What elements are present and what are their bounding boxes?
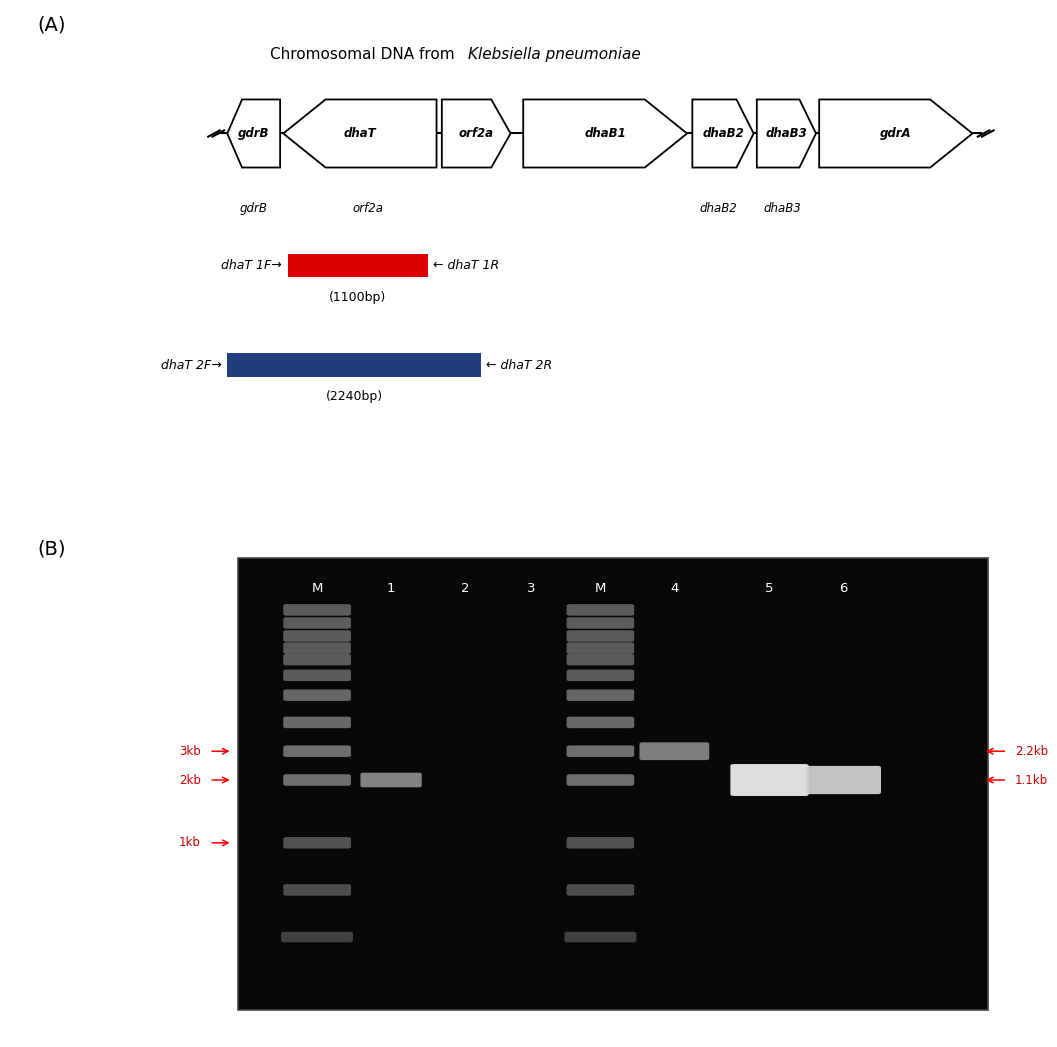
- Text: 1kb: 1kb: [179, 837, 201, 849]
- Text: 2: 2: [461, 582, 469, 596]
- FancyBboxPatch shape: [567, 604, 634, 616]
- FancyBboxPatch shape: [283, 617, 351, 628]
- FancyBboxPatch shape: [567, 716, 634, 729]
- FancyBboxPatch shape: [567, 653, 634, 666]
- FancyBboxPatch shape: [567, 617, 634, 628]
- Polygon shape: [227, 99, 280, 168]
- Text: 1: 1: [387, 582, 395, 596]
- FancyBboxPatch shape: [283, 716, 351, 729]
- Text: dhaB3: dhaB3: [763, 201, 801, 215]
- FancyBboxPatch shape: [283, 884, 351, 896]
- Text: dhaT 2F→: dhaT 2F→: [162, 359, 222, 372]
- Polygon shape: [757, 99, 816, 168]
- Polygon shape: [283, 99, 437, 168]
- FancyBboxPatch shape: [567, 690, 634, 701]
- FancyBboxPatch shape: [806, 766, 882, 795]
- FancyBboxPatch shape: [281, 932, 353, 942]
- Text: gdrB: gdrB: [240, 201, 267, 215]
- Text: 3kb: 3kb: [179, 744, 201, 758]
- Text: M: M: [595, 582, 606, 596]
- FancyBboxPatch shape: [567, 775, 634, 785]
- Text: dhaT 1F→: dhaT 1F→: [222, 260, 282, 272]
- Polygon shape: [692, 99, 754, 168]
- FancyBboxPatch shape: [283, 745, 351, 757]
- FancyBboxPatch shape: [360, 773, 422, 787]
- FancyBboxPatch shape: [283, 642, 351, 653]
- Text: (2240bp): (2240bp): [326, 389, 383, 403]
- FancyBboxPatch shape: [567, 630, 634, 642]
- FancyBboxPatch shape: [283, 838, 351, 848]
- Text: 3: 3: [527, 582, 536, 596]
- Text: Klebsiella pneumoniae: Klebsiella pneumoniae: [468, 47, 641, 63]
- Text: dhaB3: dhaB3: [765, 127, 808, 140]
- Text: 5: 5: [765, 582, 774, 596]
- FancyBboxPatch shape: [567, 642, 634, 653]
- Text: (1100bp): (1100bp): [329, 291, 387, 304]
- Text: orf2a: orf2a: [459, 127, 494, 140]
- Text: 4: 4: [670, 582, 679, 596]
- FancyBboxPatch shape: [283, 604, 351, 616]
- FancyBboxPatch shape: [567, 884, 634, 896]
- FancyBboxPatch shape: [730, 764, 809, 796]
- FancyBboxPatch shape: [283, 775, 351, 785]
- FancyBboxPatch shape: [283, 670, 351, 682]
- FancyBboxPatch shape: [283, 653, 351, 666]
- Polygon shape: [819, 99, 972, 168]
- FancyBboxPatch shape: [283, 630, 351, 642]
- Text: gdrB: gdrB: [238, 127, 270, 140]
- Text: M: M: [312, 582, 322, 596]
- FancyBboxPatch shape: [567, 670, 634, 682]
- Text: Chromosomal DNA from: Chromosomal DNA from: [270, 47, 459, 63]
- Text: 1.1kb: 1.1kb: [1015, 774, 1047, 786]
- Text: 2kb: 2kb: [179, 774, 201, 786]
- Text: (B): (B): [37, 539, 66, 558]
- Text: dhaT: dhaT: [344, 127, 376, 140]
- Text: gdrA: gdrA: [880, 127, 911, 140]
- FancyBboxPatch shape: [567, 745, 634, 757]
- Bar: [238, 557, 988, 1010]
- Text: 2.2kb: 2.2kb: [1015, 744, 1047, 758]
- Polygon shape: [523, 99, 687, 168]
- FancyBboxPatch shape: [283, 690, 351, 701]
- FancyBboxPatch shape: [567, 838, 634, 848]
- FancyBboxPatch shape: [639, 742, 709, 760]
- Text: dhaB2: dhaB2: [700, 201, 738, 215]
- FancyBboxPatch shape: [564, 932, 636, 942]
- Bar: [227, 354, 481, 377]
- Bar: [288, 254, 428, 277]
- Text: 6: 6: [839, 582, 848, 596]
- Text: dhaB1: dhaB1: [585, 127, 626, 140]
- Polygon shape: [442, 99, 511, 168]
- Text: orf2a: orf2a: [352, 201, 384, 215]
- Text: ← dhaT 2R: ← dhaT 2R: [486, 359, 553, 372]
- Text: dhaB2: dhaB2: [702, 127, 744, 140]
- Text: ← dhaT 1R: ← dhaT 1R: [433, 260, 500, 272]
- Text: (A): (A): [37, 16, 66, 35]
